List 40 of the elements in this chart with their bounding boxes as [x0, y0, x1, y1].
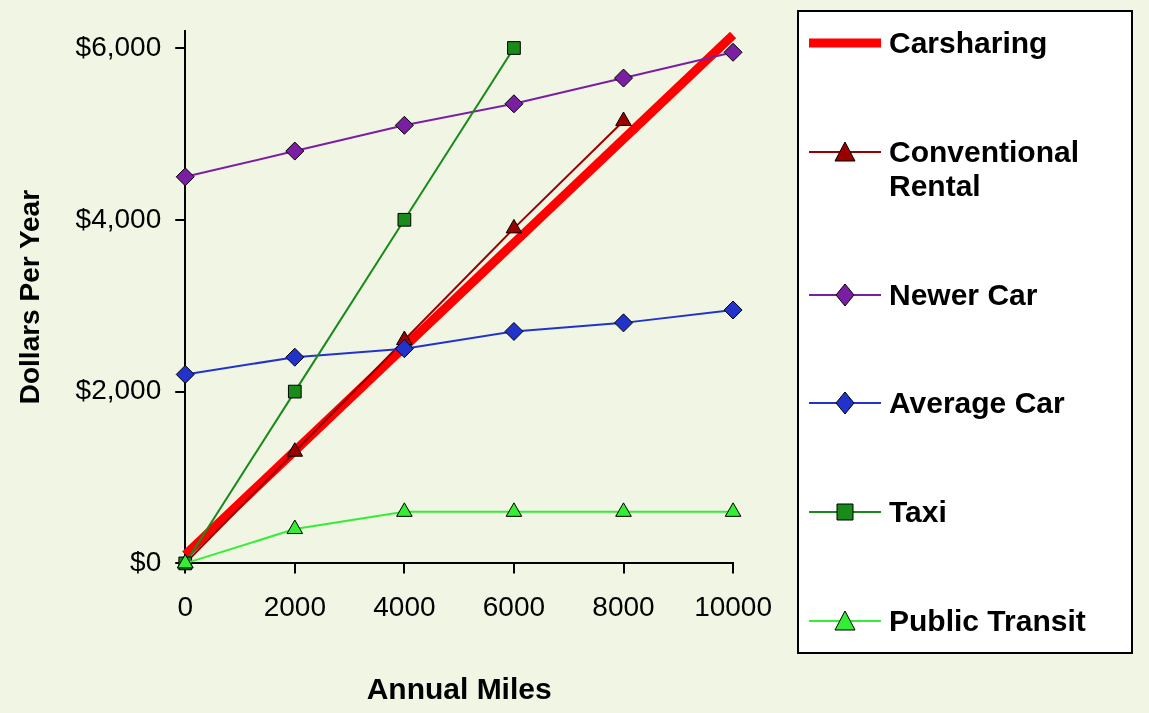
- x-tick-label: 4000: [373, 590, 436, 622]
- y-tick-label: $2,000: [75, 374, 162, 406]
- point: [287, 384, 302, 399]
- legend-label: Newer Car: [889, 277, 1038, 312]
- point: [505, 502, 523, 517]
- point: [504, 94, 524, 114]
- point: [286, 519, 304, 535]
- x-tick-label: 10000: [694, 590, 773, 622]
- x-axis-title: Annual Miles: [366, 672, 552, 706]
- legend-label: Taxi: [889, 495, 947, 530]
- point: [394, 115, 414, 135]
- point: [615, 502, 632, 517]
- point: [394, 339, 414, 359]
- point: [285, 347, 305, 367]
- point: [507, 41, 521, 55]
- point: [285, 141, 305, 161]
- x-tick-label: 8000: [592, 590, 655, 622]
- y-tick-label: $0: [130, 546, 162, 578]
- x-tick-label: 2000: [263, 590, 326, 622]
- point: [505, 218, 523, 234]
- x-tick-label: 0: [177, 590, 194, 622]
- y-tick-label: $4,000: [75, 202, 162, 234]
- legend-label: Conventional Rental: [889, 134, 1080, 203]
- point: [286, 442, 304, 457]
- point: [614, 68, 633, 88]
- point: [175, 364, 195, 384]
- x-tick-label: 6000: [482, 590, 546, 622]
- point: [504, 321, 524, 341]
- point: [723, 42, 743, 62]
- legend-label: Carsharing: [889, 26, 1048, 60]
- point: [614, 313, 633, 333]
- point: [397, 212, 412, 227]
- y-axis-title: Dollars Per Year: [13, 189, 45, 405]
- point: [724, 502, 742, 517]
- point: [723, 300, 743, 320]
- point: [396, 502, 413, 517]
- legend-label: Public Transit: [889, 603, 1086, 638]
- point: [175, 167, 195, 187]
- y-tick-label: $6,000: [75, 30, 162, 62]
- legend-label: Average Car: [889, 386, 1065, 421]
